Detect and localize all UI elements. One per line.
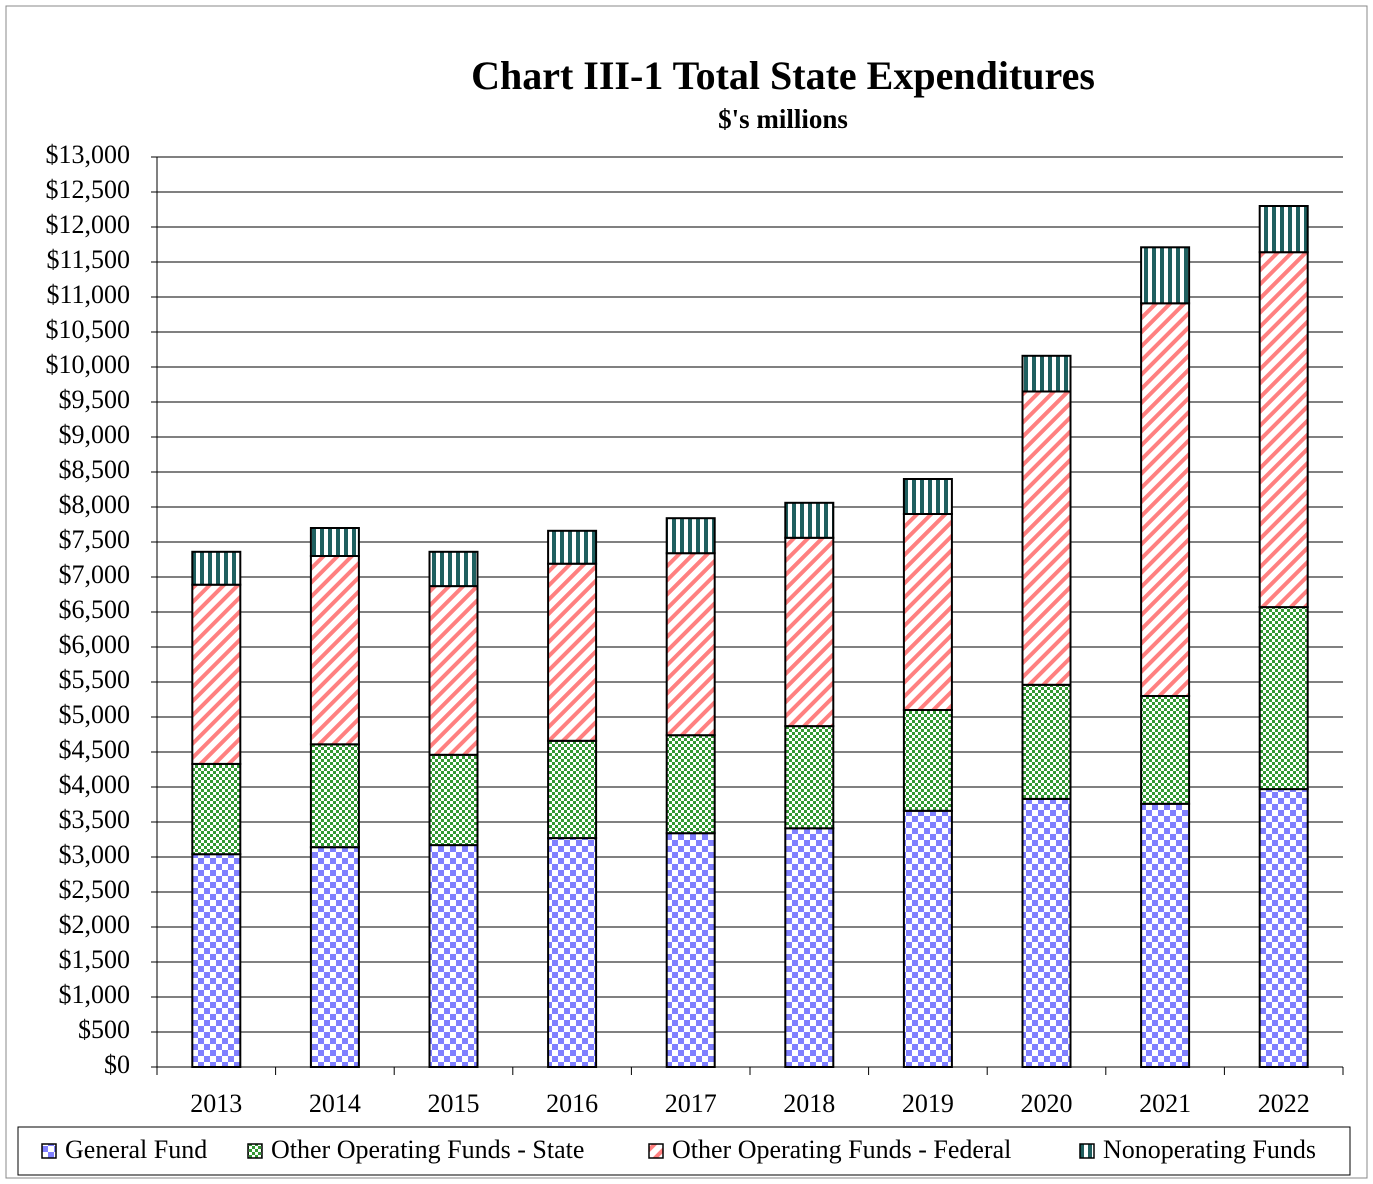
chart-subtitle: $'s millions — [718, 104, 848, 134]
y-tick-label: $8,000 — [59, 490, 131, 519]
bar-segment — [428, 585, 479, 756]
bar-segment — [1258, 251, 1309, 609]
x-tick-label: 2013 — [190, 1089, 242, 1118]
x-tick-label: 2014 — [309, 1089, 361, 1118]
legend-swatch — [1079, 1143, 1095, 1159]
bar-segment — [1140, 695, 1191, 805]
bar-segment — [547, 562, 598, 742]
bar-segment — [191, 762, 242, 856]
bar-segment — [428, 844, 479, 1068]
y-tick-label: $5,500 — [59, 665, 131, 694]
bar-segment — [784, 501, 835, 539]
bar-segment — [428, 753, 479, 847]
bar-segment — [902, 809, 953, 1068]
x-tick-label: 2016 — [546, 1089, 598, 1118]
y-tick-label: $4,500 — [59, 735, 131, 764]
y-tick-label: $4,000 — [59, 770, 131, 799]
bar-segment — [1021, 797, 1072, 1069]
x-tick-label: 2015 — [428, 1089, 480, 1118]
bar-segment — [665, 552, 716, 737]
bar-segment — [665, 832, 716, 1069]
y-tick-label: $1,000 — [59, 980, 131, 1009]
bar-segment — [309, 743, 360, 849]
y-tick-label: $10,000 — [46, 350, 131, 379]
bar-segment — [1140, 302, 1191, 697]
legend-swatch — [41, 1143, 57, 1159]
y-tick-label: $3,500 — [59, 805, 131, 834]
bar-segment — [902, 709, 953, 812]
y-tick-label: $500 — [78, 1015, 130, 1044]
y-tick-label: $7,000 — [59, 560, 131, 589]
bar-segment — [784, 536, 835, 728]
y-tick-label: $6,500 — [59, 595, 131, 624]
y-tick-label: $3,000 — [59, 840, 131, 869]
bar-segment — [547, 837, 598, 1068]
y-tick-label: $6,000 — [59, 630, 131, 659]
bar-segment — [1140, 802, 1191, 1068]
bar-segment — [547, 739, 598, 840]
y-tick-label: $13,000 — [46, 140, 131, 169]
y-tick-label: $12,000 — [46, 210, 131, 239]
bar-segment — [665, 734, 716, 835]
x-tick-label: 2018 — [783, 1089, 835, 1118]
y-tick-label: $2,000 — [59, 910, 131, 939]
y-tick-label: $1,500 — [59, 945, 131, 974]
bar-segment — [1021, 390, 1072, 686]
bar-segment — [902, 513, 953, 711]
y-tick-label: $11,500 — [46, 245, 130, 274]
y-tick-label: $2,500 — [59, 875, 131, 904]
legend-swatch — [648, 1143, 664, 1159]
bar-segment — [1021, 683, 1072, 800]
y-tick-label: $0 — [104, 1050, 130, 1079]
y-tick-label: $7,500 — [59, 525, 131, 554]
x-tick-label: 2020 — [1021, 1089, 1073, 1118]
legend-label: Other Operating Funds - State — [271, 1135, 584, 1164]
x-tick-label: 2022 — [1258, 1089, 1310, 1118]
bar-segment — [309, 527, 360, 557]
legend-label: Nonoperating Funds — [1103, 1135, 1316, 1164]
bar-segment — [902, 478, 953, 515]
y-tick-label: $9,000 — [59, 420, 131, 449]
bar-segment — [1258, 788, 1309, 1068]
y-tick-label: $11,000 — [46, 280, 130, 309]
bar-segment — [665, 517, 716, 555]
bar-segment — [784, 827, 835, 1068]
y-tick-label: $12,500 — [46, 175, 131, 204]
x-tick-label: 2017 — [665, 1089, 717, 1118]
y-tick-label: $10,500 — [46, 315, 131, 344]
bar-segment — [191, 853, 242, 1069]
bar-segment — [428, 550, 479, 588]
y-tick-label: $5,000 — [59, 700, 131, 729]
bar-segment — [784, 725, 835, 830]
y-tick-label: $9,500 — [59, 385, 131, 414]
legend-label: General Fund — [65, 1135, 207, 1164]
bar-segment — [191, 550, 242, 586]
y-tick-label: $8,500 — [59, 455, 131, 484]
legend-box — [17, 1126, 1351, 1176]
bar-segment — [1140, 246, 1191, 305]
bar-segment — [1258, 205, 1309, 254]
x-tick-label: 2021 — [1139, 1089, 1191, 1118]
chart-border — [5, 5, 1368, 1179]
x-tick-label: 2019 — [902, 1089, 954, 1118]
chart-title: Chart III-1 Total State Expenditures — [471, 53, 1095, 98]
bar-segment — [547, 529, 598, 565]
legend-swatch — [247, 1143, 263, 1159]
bar-segment — [309, 555, 360, 746]
legend-label: Other Operating Funds - Federal — [672, 1135, 1011, 1164]
bar-segment — [191, 583, 242, 765]
bar-segment — [1258, 606, 1309, 791]
bar-segment — [1021, 354, 1072, 393]
bar-segment — [309, 846, 360, 1069]
